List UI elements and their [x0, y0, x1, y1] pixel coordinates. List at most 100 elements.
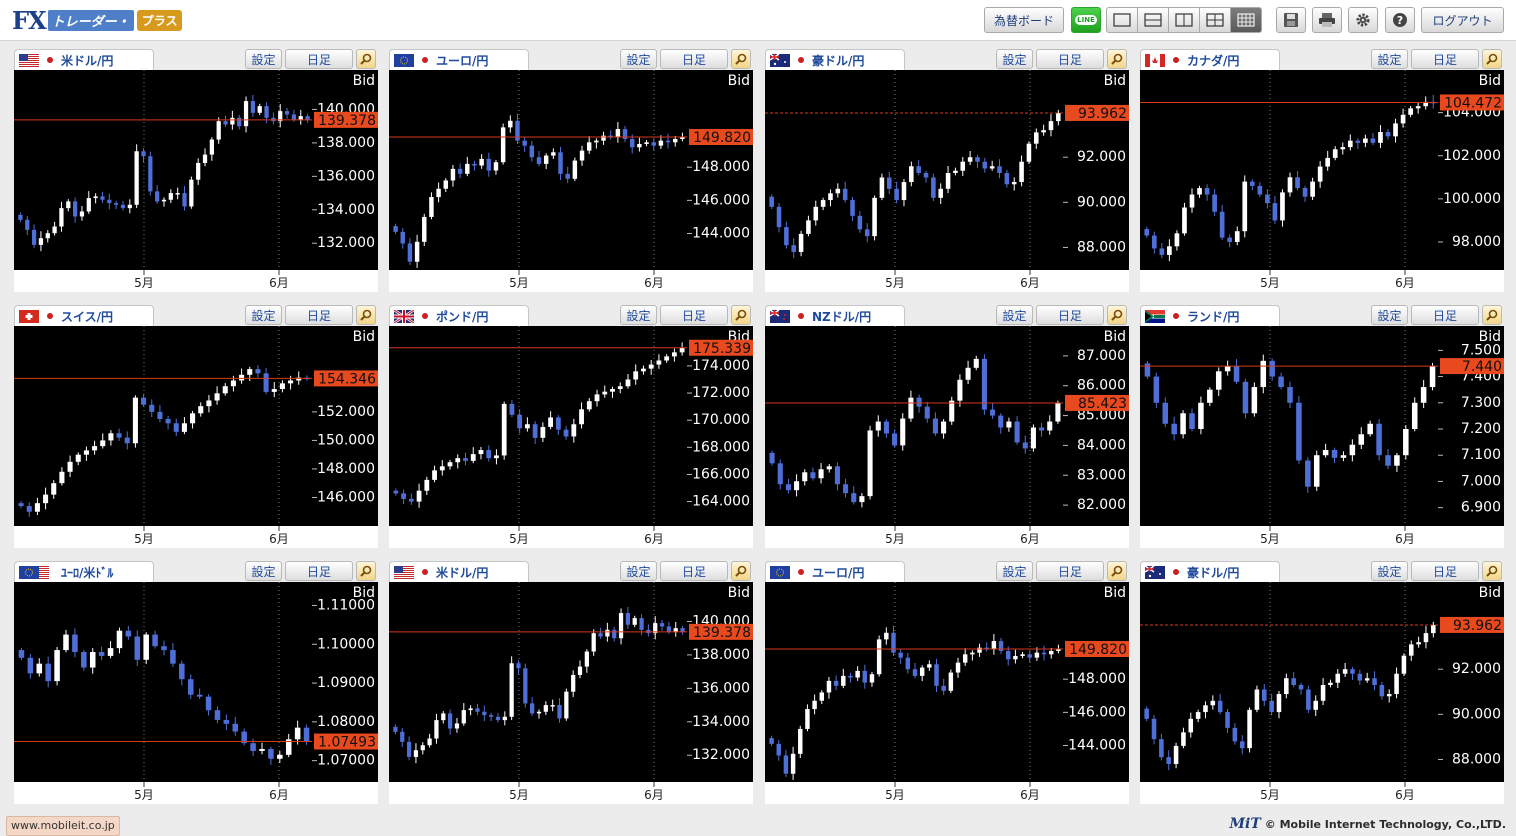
candlestick-chart[interactable]: 5月 6月 132.000 134.000 136.000 138.000 140.000 B…: [14, 70, 378, 292]
timeframe-button[interactable]: 日足: [285, 561, 353, 581]
footer-url[interactable]: www.mobileit.co.jp: [6, 816, 120, 836]
layout-quad-button[interactable]: [1199, 7, 1231, 33]
current-price-box: [1440, 94, 1504, 111]
candle-body: [1306, 689, 1311, 710]
magnifier-icon: [360, 309, 372, 321]
candlestick-chart[interactable]: 5月 6月 98.000 100.000 102.000 104.000 Bid 104.47…: [1140, 70, 1504, 292]
layout-single-button[interactable]: [1106, 7, 1138, 33]
chart-settings-button[interactable]: 設定: [620, 561, 657, 581]
chart-zoom-button[interactable]: [731, 305, 751, 325]
chart-settings-button[interactable]: 設定: [1371, 49, 1408, 69]
candlestick-chart[interactable]: 5月 6月 144.000 146.000 148.000 Bid 149.820: [765, 582, 1129, 804]
timeframe-button[interactable]: 日足: [285, 49, 353, 69]
pair-name: 豪ドル/円: [1187, 565, 1240, 580]
y-tick-label: 132.000: [692, 747, 750, 763]
chart-settings-button[interactable]: 設定: [245, 561, 282, 581]
pair-tab[interactable]: ユーロ/円: [389, 49, 529, 70]
logout-button[interactable]: ログアウト: [1421, 7, 1504, 33]
month-label: 6月: [644, 532, 664, 546]
timeframe-button[interactable]: 日足: [1411, 49, 1479, 69]
save-button[interactable]: [1276, 7, 1306, 33]
pair-tab[interactable]: ﾕｰﾛ/米ﾄﾞﾙ: [14, 561, 154, 582]
chart-zoom-button[interactable]: [731, 561, 751, 581]
chart-zoom-button[interactable]: [356, 305, 376, 325]
pair-tab[interactable]: NZドル/円: [765, 305, 905, 326]
layout-twelve-button[interactable]: [1230, 7, 1262, 33]
print-button[interactable]: [1312, 7, 1342, 33]
pair-tab[interactable]: ポンド/円: [389, 305, 529, 326]
pair-tab[interactable]: 豪ドル/円: [765, 49, 905, 70]
current-price-label: 139.378: [693, 625, 751, 641]
chart-zoom-button[interactable]: [356, 561, 376, 581]
candle-body: [92, 446, 98, 451]
candle-body: [848, 675, 853, 678]
candlestick-chart[interactable]: 5月 6月 88.000 90.000 92.000 Bid 93.962: [1140, 582, 1504, 804]
candle-body: [1386, 694, 1392, 697]
candle-body: [867, 430, 873, 497]
chart-settings-button[interactable]: 設定: [996, 561, 1033, 581]
chart-background: [389, 582, 753, 782]
timeframe-button[interactable]: 日足: [660, 305, 728, 325]
candlestick-chart[interactable]: 5月 6月 164.000 166.000 168.000 170.000 172.000 1…: [389, 326, 753, 548]
chart-zoom-button[interactable]: [1107, 305, 1127, 325]
rate-board-button[interactable]: 為替ボード: [984, 7, 1064, 33]
candlestick-chart[interactable]: 5月 6月 132.000 134.000 136.000 138.000 140.000 B…: [389, 582, 753, 804]
chart-settings-button[interactable]: 設定: [1371, 561, 1408, 581]
candlestick-chart[interactable]: 5月 6月 1.07000 1.08000 1.09000 1.10000 1.11000 B…: [14, 582, 378, 804]
timeframe-button[interactable]: 日足: [660, 49, 728, 69]
chart-settings-button[interactable]: 設定: [996, 49, 1033, 69]
chart-zoom-button[interactable]: [731, 49, 751, 69]
current-price-box: [1065, 394, 1129, 411]
chart-zoom-button[interactable]: [1482, 49, 1502, 69]
candle-body: [27, 657, 34, 674]
candle-body: [522, 140, 527, 146]
chart-zoom-button[interactable]: [1107, 49, 1127, 69]
candlestick-chart[interactable]: 5月 6月 82.000 83.000 84.000 85.000 86.000 87.000…: [765, 326, 1129, 548]
candle-body: [1041, 130, 1046, 133]
chart-zoom-button[interactable]: [356, 49, 376, 69]
timeframe-button[interactable]: 日足: [1411, 561, 1479, 581]
candlestick-chart[interactable]: 5月 6月 88.000 90.000 92.000 Bid 93.962: [765, 70, 1129, 292]
candlestick-chart[interactable]: 5月 6月 146.000 148.000 150.000 152.000 Bid 154.3…: [14, 326, 378, 548]
timeframe-button[interactable]: 日足: [285, 305, 353, 325]
candlestick-chart[interactable]: 5月 6月 6.900 7.000 7.100 7.200 7.300 7.400 7.500 B…: [1140, 326, 1504, 548]
candle-body: [1269, 700, 1274, 713]
line-share-button[interactable]: LINE: [1071, 7, 1101, 33]
pair-tab[interactable]: 豪ドル/円: [1140, 561, 1280, 582]
pair-tab[interactable]: カナダ/円: [1140, 49, 1280, 70]
current-price-box: [689, 339, 753, 356]
chart-settings-button[interactable]: 設定: [245, 305, 282, 325]
candle-body: [543, 155, 549, 164]
timeframe-button[interactable]: 日足: [660, 561, 728, 581]
chart-zoom-button[interactable]: [1482, 561, 1502, 581]
magnifier-icon: [1486, 565, 1498, 577]
candle-body: [1207, 389, 1213, 403]
pair-tab[interactable]: スイス/円: [14, 305, 154, 326]
timeframe-button[interactable]: 日足: [1036, 49, 1104, 69]
chart-settings-button[interactable]: 設定: [996, 305, 1033, 325]
flag-jp-icon: [422, 313, 428, 319]
candle-body: [517, 414, 523, 429]
chart-settings-button[interactable]: 設定: [245, 49, 282, 69]
chart-settings-button[interactable]: 設定: [1371, 305, 1408, 325]
timeframe-button[interactable]: 日足: [1036, 561, 1104, 581]
chart-zoom-button[interactable]: [1107, 561, 1127, 581]
chart-settings-button[interactable]: 設定: [620, 305, 657, 325]
help-button[interactable]: ?: [1385, 7, 1415, 33]
timeframe-button[interactable]: 日足: [1036, 305, 1104, 325]
candle-body: [482, 711, 487, 716]
pair-tab[interactable]: 米ドル/円: [14, 49, 154, 70]
candle-body: [1251, 387, 1258, 414]
settings-button[interactable]: [1348, 7, 1378, 33]
pair-tab[interactable]: ユーロ/円: [765, 561, 905, 582]
timeframe-button[interactable]: 日足: [1411, 305, 1479, 325]
candlestick-chart[interactable]: 5月 6月 144.000 146.000 148.000 Bid 149.820: [389, 70, 753, 292]
pair-tab[interactable]: ランド/円: [1140, 305, 1280, 326]
candle-body: [179, 663, 185, 680]
pair-tab[interactable]: 米ドル/円: [389, 561, 529, 582]
layout-cols-button[interactable]: [1168, 7, 1200, 33]
chart-settings-button[interactable]: 設定: [620, 49, 657, 69]
chart-zoom-button[interactable]: [1482, 305, 1502, 325]
candle-body: [820, 200, 826, 207]
layout-rows-button[interactable]: [1137, 7, 1169, 33]
